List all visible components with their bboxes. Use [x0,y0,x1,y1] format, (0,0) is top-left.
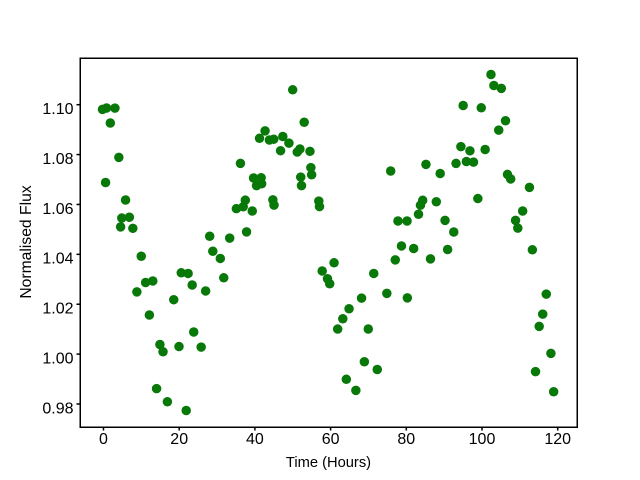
svg-text:0: 0 [99,431,108,448]
svg-text:Normalised Flux: Normalised Flux [18,185,35,298]
svg-text:1.08: 1.08 [42,151,73,168]
svg-text:1.06: 1.06 [42,201,73,218]
svg-text:60: 60 [322,431,340,448]
svg-text:Time (Hours): Time (Hours) [286,455,371,471]
svg-text:20: 20 [170,431,188,448]
svg-text:40: 40 [246,431,264,448]
svg-text:1.02: 1.02 [42,301,73,318]
svg-text:1.10: 1.10 [42,101,73,118]
svg-text:1.04: 1.04 [42,251,73,268]
svg-text:100: 100 [469,431,496,448]
svg-text:80: 80 [397,431,415,448]
svg-text:1.00: 1.00 [42,350,73,367]
svg-text:0.98: 0.98 [42,400,73,417]
svg-text:120: 120 [544,431,571,448]
